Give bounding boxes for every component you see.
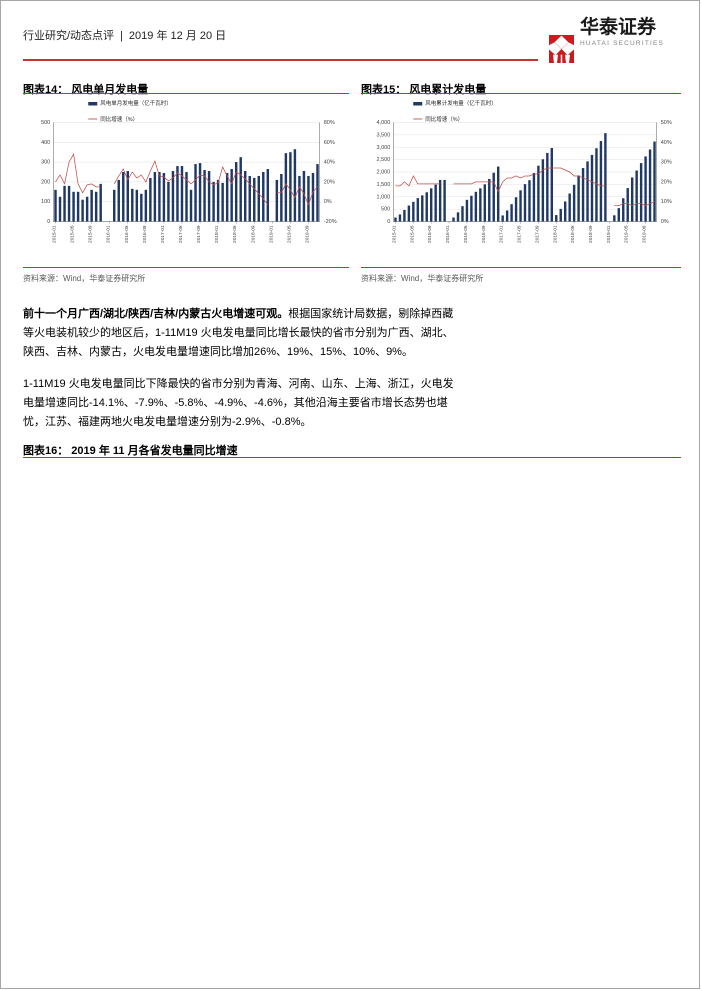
svg-text:2,500: 2,500 bbox=[376, 157, 390, 163]
svg-text:2017-01: 2017-01 bbox=[499, 225, 505, 243]
svg-text:2016-09: 2016-09 bbox=[142, 225, 148, 243]
svg-text:2,000: 2,000 bbox=[376, 170, 390, 176]
svg-text:2017-01: 2017-01 bbox=[160, 225, 166, 243]
svg-text:2019-09: 2019-09 bbox=[304, 225, 310, 243]
svg-text:4,000: 4,000 bbox=[376, 120, 390, 126]
svg-text:2019-05: 2019-05 bbox=[624, 225, 630, 243]
svg-text:2016-05: 2016-05 bbox=[463, 225, 469, 243]
svg-text:30%: 30% bbox=[661, 160, 672, 166]
svg-text:2016-01: 2016-01 bbox=[106, 225, 112, 243]
svg-text:风电单月发电量（亿千瓦时）: 风电单月发电量（亿千瓦时） bbox=[100, 99, 172, 107]
svg-text:2017-05: 2017-05 bbox=[517, 225, 523, 243]
svg-text:20%: 20% bbox=[661, 179, 672, 185]
svg-text:2019-09: 2019-09 bbox=[642, 225, 648, 243]
svg-text:100: 100 bbox=[41, 199, 50, 205]
svg-text:2015-09: 2015-09 bbox=[88, 225, 94, 243]
svg-text:20%: 20% bbox=[324, 179, 335, 185]
svg-text:0%: 0% bbox=[661, 219, 669, 225]
svg-text:10%: 10% bbox=[661, 199, 672, 205]
svg-text:同比增速（%）: 同比增速（%） bbox=[100, 115, 138, 123]
svg-text:400: 400 bbox=[41, 140, 50, 146]
svg-text:2018-01: 2018-01 bbox=[214, 225, 220, 243]
svg-text:2019-01: 2019-01 bbox=[606, 225, 612, 243]
svg-text:2015-01: 2015-01 bbox=[391, 225, 397, 243]
svg-text:2019-01: 2019-01 bbox=[268, 225, 274, 243]
svg-text:同比增速（%）: 同比增速（%） bbox=[425, 115, 463, 123]
svg-text:1,000: 1,000 bbox=[376, 194, 390, 200]
svg-text:40%: 40% bbox=[661, 140, 672, 146]
svg-text:2018-09: 2018-09 bbox=[588, 225, 594, 243]
svg-text:2017-05: 2017-05 bbox=[178, 225, 184, 243]
svg-text:2018-05: 2018-05 bbox=[570, 225, 576, 243]
svg-text:2015-01: 2015-01 bbox=[52, 225, 58, 243]
svg-text:500: 500 bbox=[41, 120, 50, 126]
svg-text:200: 200 bbox=[41, 179, 50, 185]
svg-text:2015-09: 2015-09 bbox=[427, 225, 433, 243]
svg-text:风电累计发电量（亿千瓦时）: 风电累计发电量（亿千瓦时） bbox=[425, 99, 497, 107]
svg-text:2016-01: 2016-01 bbox=[445, 225, 451, 243]
svg-text:2019-05: 2019-05 bbox=[286, 225, 292, 243]
svg-text:-20%: -20% bbox=[324, 219, 337, 225]
svg-text:2018-01: 2018-01 bbox=[552, 225, 558, 243]
svg-text:80%: 80% bbox=[324, 120, 335, 126]
svg-text:3,500: 3,500 bbox=[376, 132, 390, 138]
svg-text:0: 0 bbox=[47, 219, 50, 225]
svg-text:2017-09: 2017-09 bbox=[196, 225, 202, 243]
svg-text:2015-05: 2015-05 bbox=[70, 225, 76, 243]
svg-text:2016-05: 2016-05 bbox=[124, 225, 130, 243]
svg-text:500: 500 bbox=[381, 207, 390, 213]
svg-text:60%: 60% bbox=[324, 140, 335, 146]
svg-text:50%: 50% bbox=[661, 120, 672, 126]
svg-text:0%: 0% bbox=[324, 199, 332, 205]
svg-text:300: 300 bbox=[41, 160, 50, 166]
svg-text:1,500: 1,500 bbox=[376, 182, 390, 188]
svg-text:2017-09: 2017-09 bbox=[534, 225, 540, 243]
svg-text:2018-09: 2018-09 bbox=[250, 225, 256, 243]
svg-text:0: 0 bbox=[387, 219, 390, 225]
svg-text:2015-05: 2015-05 bbox=[409, 225, 415, 243]
svg-text:2016-09: 2016-09 bbox=[481, 225, 487, 243]
svg-text:40%: 40% bbox=[324, 160, 335, 166]
svg-text:2018-05: 2018-05 bbox=[232, 225, 238, 243]
svg-text:3,000: 3,000 bbox=[376, 145, 390, 151]
